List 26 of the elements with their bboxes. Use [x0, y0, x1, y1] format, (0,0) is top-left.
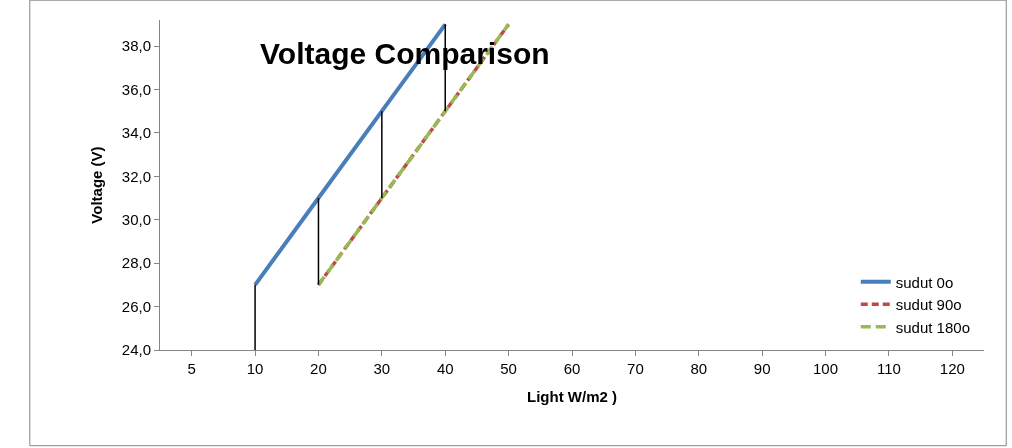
x-axis-title: Light W/m2 ) [527, 388, 617, 405]
y-tick-label: 36,0 [121, 80, 151, 98]
legend-label: sudut 0o [895, 273, 954, 291]
x-tick-label: 30 [373, 360, 391, 377]
x-tick-label: 20 [310, 360, 327, 377]
x-tick-label: 110 [876, 360, 901, 377]
y-tick-label: 32,0 [121, 167, 151, 185]
y-tick-label: 38,0 [121, 37, 151, 55]
x-tick-label: 80 [690, 360, 708, 377]
x-tick-label: 60 [563, 360, 581, 377]
x-tick-label: 70 [627, 360, 644, 377]
x-tick-label: 100 [813, 360, 839, 377]
legend-label: sudut 90o [895, 296, 962, 313]
x-tick-label: 50 [500, 360, 517, 377]
y-tick-label: 34,0 [121, 124, 151, 142]
y-tick-label: 30,0 [121, 210, 151, 228]
x-tick-label: 120 [939, 360, 965, 377]
x-tick-label: 10 [246, 360, 264, 377]
y-tick-label: 24,0 [121, 341, 151, 359]
y-tick-label: 28,0 [121, 254, 151, 272]
x-tick-label: 5 [187, 360, 196, 377]
x-tick-label: 90 [753, 360, 771, 377]
legend-label: sudut 180o [895, 318, 970, 336]
y-axis-title: Voltage (V) [88, 146, 106, 224]
y-tick-label: 26,0 [121, 297, 151, 315]
x-tick-label: 40 [436, 360, 454, 377]
